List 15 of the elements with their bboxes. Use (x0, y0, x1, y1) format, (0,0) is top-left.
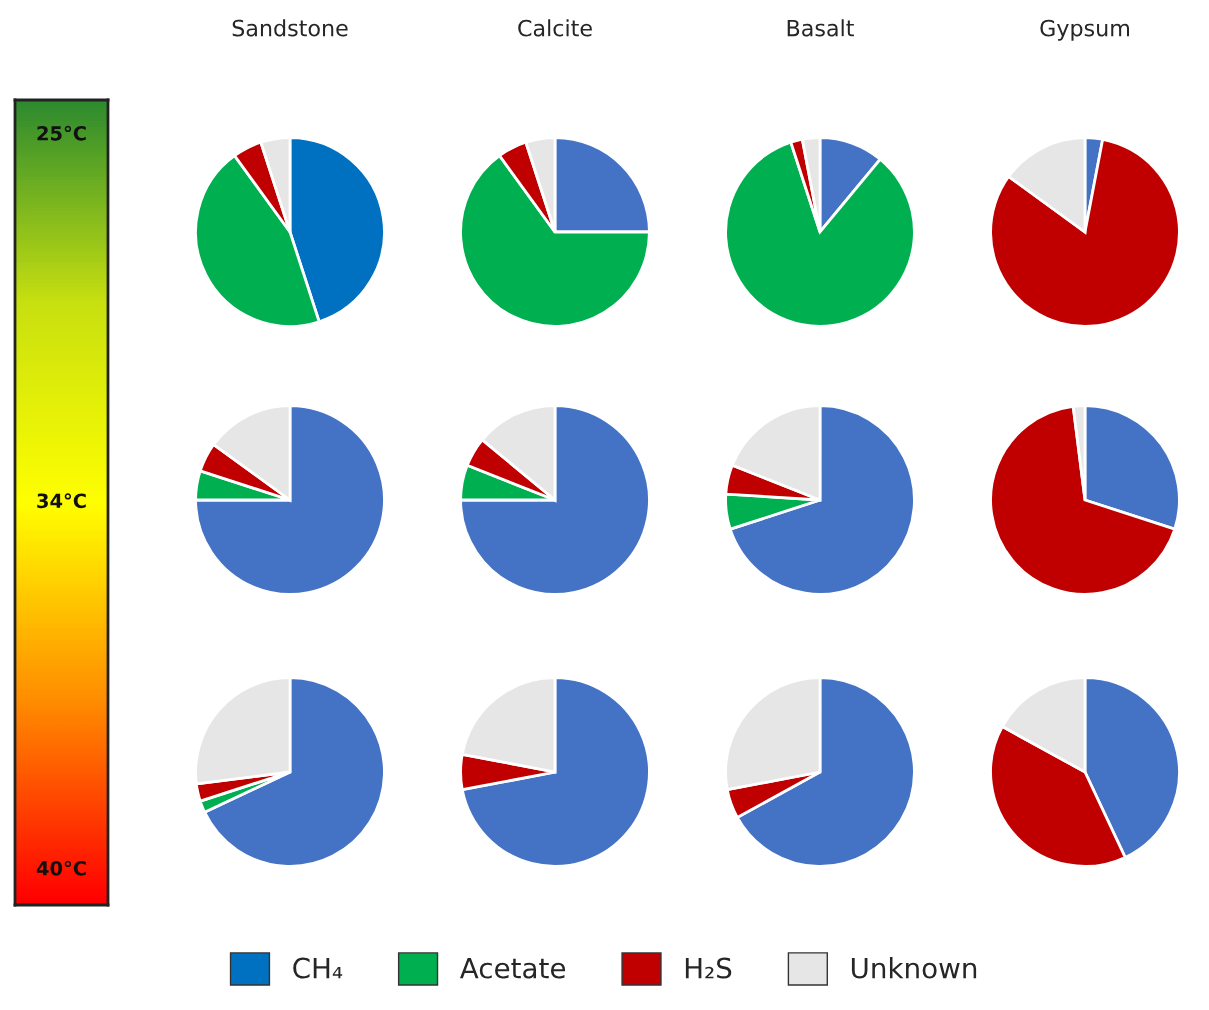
chart-title: Sandstone (232, 19, 348, 37)
pie-slice (459, 404, 651, 596)
chart-title: Gypsum (1040, 19, 1130, 41)
chart-title: Calcite (518, 19, 592, 37)
text: 40°C (36, 860, 86, 876)
chart-title: Basalt (787, 19, 854, 37)
legend-label: H₂S (685, 957, 732, 979)
pie-slice (194, 404, 386, 596)
pie-slice (728, 404, 916, 596)
text: 34°C (37, 493, 86, 509)
text: 25°C (37, 125, 86, 141)
legend-label: Acetate (459, 957, 566, 979)
legend-label: CH₄ (293, 957, 343, 979)
pie-slice (989, 137, 1181, 328)
legend-label: Unknown (851, 957, 977, 979)
